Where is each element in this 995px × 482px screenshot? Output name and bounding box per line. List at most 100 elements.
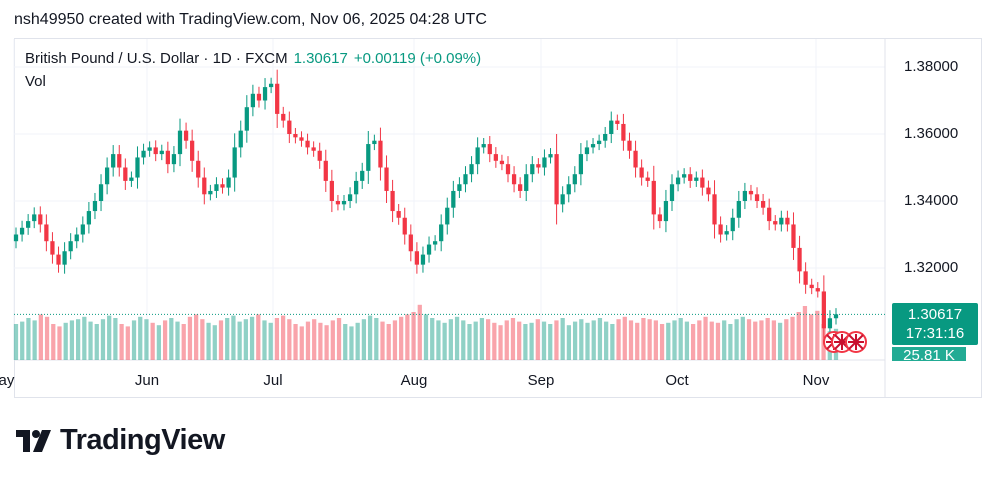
candle-body <box>475 147 480 165</box>
volume-bar <box>815 310 820 360</box>
candle-body <box>596 140 602 145</box>
volume-bar <box>684 321 690 360</box>
volume-bar <box>374 318 379 360</box>
volume-bar <box>790 316 795 360</box>
candle-body <box>718 224 723 235</box>
volume-bar <box>461 320 466 360</box>
volume-bar <box>69 320 75 360</box>
volume-bar <box>641 318 646 360</box>
volume-bar <box>249 316 255 360</box>
volume-bar <box>63 322 68 360</box>
volume-bar <box>678 318 683 360</box>
candle-body <box>797 247 802 272</box>
candle-body <box>445 207 450 225</box>
candle-body <box>360 170 365 181</box>
volume-bar <box>802 306 808 360</box>
volume-bar <box>355 322 360 360</box>
candle-body <box>518 184 523 191</box>
candle-body <box>469 164 474 175</box>
volume-bar <box>734 319 739 360</box>
volume-bar <box>510 318 516 360</box>
volume-bar <box>579 319 584 360</box>
volume-bar <box>343 324 348 360</box>
volume-bar <box>194 314 199 360</box>
candle-body <box>305 140 310 148</box>
candle-body <box>347 194 353 201</box>
candle-body <box>262 87 268 101</box>
volume-bar <box>280 315 286 360</box>
candle-body <box>657 214 662 222</box>
candle-body <box>202 177 207 195</box>
volume-bar <box>566 325 572 360</box>
candle-body <box>499 160 505 165</box>
candle-body <box>50 241 55 255</box>
candle-body <box>760 201 766 208</box>
volume-bar <box>94 324 99 360</box>
volume-bar <box>585 322 590 360</box>
candle-body <box>578 154 584 175</box>
candle-body <box>530 164 535 175</box>
volume-bar <box>697 320 702 360</box>
candle-body <box>627 140 632 151</box>
candle-body <box>293 134 298 138</box>
volume-bar <box>287 319 292 360</box>
candle-body <box>408 234 413 252</box>
candle-body <box>92 201 98 212</box>
volume-bar <box>162 320 168 360</box>
date-tick-label: Jun <box>134 372 160 389</box>
volume-bar <box>88 321 93 360</box>
volume-legend[interactable]: Vol <box>25 73 46 90</box>
candle-body <box>62 251 67 265</box>
candle-body <box>457 184 462 191</box>
candle-body <box>384 167 389 191</box>
date-tick-label: Jul <box>263 372 283 389</box>
candle-body <box>791 224 796 248</box>
candle-body <box>117 154 122 168</box>
volume-bar <box>392 320 398 360</box>
volume-bar <box>299 326 304 360</box>
candle-body <box>323 160 328 181</box>
symbol-legend: British Pound / U.S. Dollar · 1D · FXCM 1… <box>25 50 481 67</box>
candle-body <box>481 144 486 148</box>
candle-body <box>542 157 547 168</box>
volume-bar <box>399 316 404 360</box>
volume-bar <box>653 320 658 360</box>
volume-bar <box>144 319 149 360</box>
candle-body <box>177 130 183 155</box>
candle-body <box>56 254 61 265</box>
candle-body <box>402 217 407 235</box>
volume-bar <box>107 315 112 360</box>
tradingview-logo[interactable]: TradingView <box>16 424 225 457</box>
volume-bar <box>597 318 603 360</box>
volume-bar <box>796 312 801 360</box>
volume-bar <box>324 325 329 360</box>
candle-body <box>773 221 778 225</box>
candle-body <box>700 177 705 188</box>
candle-body <box>317 150 322 161</box>
volume-bar <box>423 314 429 360</box>
volume-bar <box>57 326 62 360</box>
volume-bar <box>417 304 422 360</box>
volume-bar <box>467 324 472 360</box>
candle-body <box>754 194 760 201</box>
volume-bar <box>659 324 665 360</box>
candle-body <box>250 93 256 108</box>
volume-bar <box>268 322 273 360</box>
candle-body <box>159 150 164 155</box>
symbol-title[interactable]: British Pound / U.S. Dollar · 1D · FXCM <box>25 50 288 67</box>
volume-bar <box>175 321 180 360</box>
volume-bar <box>436 320 441 360</box>
candle-body <box>32 214 37 222</box>
volume-bar <box>616 319 621 360</box>
candle-body <box>268 83 274 88</box>
candle-body <box>414 251 420 265</box>
candle-body <box>275 83 280 114</box>
volume-bar <box>243 319 248 360</box>
candle-body <box>153 147 158 155</box>
candle-body <box>366 144 371 171</box>
candle-body <box>74 234 79 242</box>
volume-bar <box>51 324 56 360</box>
volume-bar <box>647 319 652 360</box>
candle-body <box>232 147 237 178</box>
volume-bar <box>666 322 671 360</box>
